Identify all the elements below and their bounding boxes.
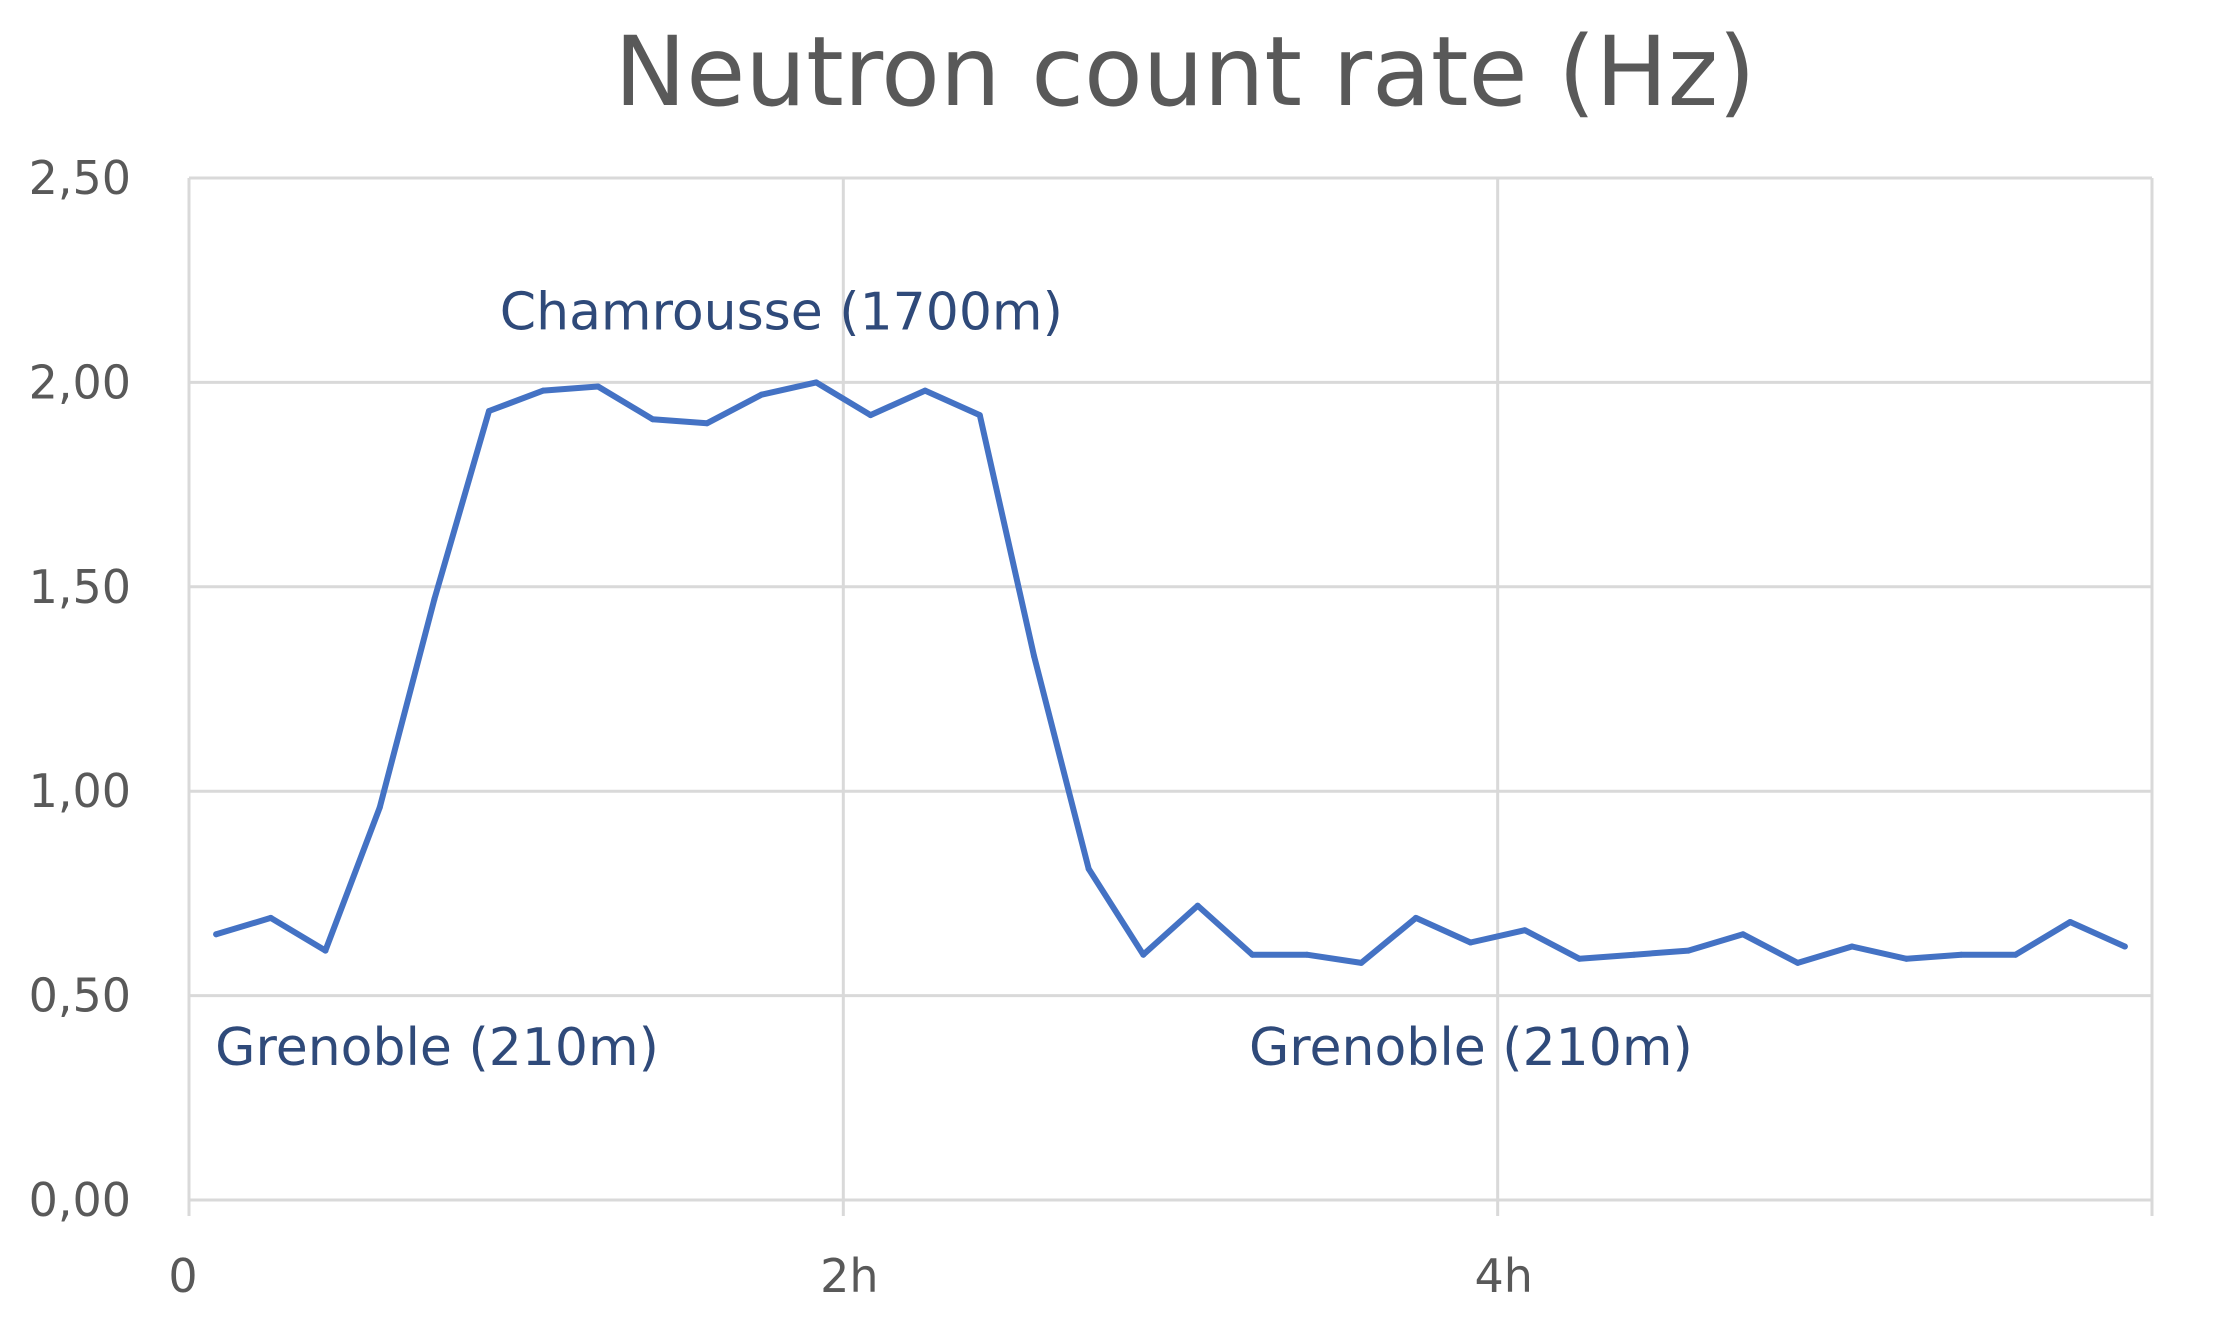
data-point bbox=[813, 379, 820, 386]
data-point bbox=[1085, 865, 1092, 872]
data-point bbox=[540, 387, 547, 394]
data-point bbox=[703, 420, 710, 427]
data-point bbox=[376, 804, 383, 811]
annotations: Chamrousse (1700m) Grenoble (210m) Grenobl… bbox=[215, 282, 1693, 1078]
data-point bbox=[1848, 943, 1855, 950]
x-tick-label: 2h bbox=[820, 1249, 878, 1303]
data-point bbox=[1794, 959, 1801, 966]
tick-labels: 0,00 0,50 1,00 1,50 2,00 2,50 0 2h 4h bbox=[29, 151, 1533, 1303]
data-point bbox=[1740, 931, 1747, 938]
data-point bbox=[1467, 939, 1474, 946]
x-tick-label: 4h bbox=[1474, 1249, 1532, 1303]
y-tick-label: 1,00 bbox=[29, 764, 131, 818]
data-point bbox=[922, 387, 929, 394]
data-point bbox=[1249, 951, 1256, 958]
x-tick-label: 0 bbox=[168, 1249, 197, 1303]
data-point bbox=[322, 947, 329, 954]
y-tick-label: 2,50 bbox=[29, 151, 131, 205]
data-point bbox=[1303, 951, 1310, 958]
grid-layer bbox=[187, 176, 2154, 1216]
data-point bbox=[213, 931, 220, 938]
data-point bbox=[1903, 955, 1910, 962]
y-tick-label: 2,00 bbox=[29, 355, 131, 409]
data-point bbox=[594, 383, 601, 390]
annotation-label: Grenoble (210m) bbox=[1249, 1018, 1693, 1078]
data-point bbox=[1140, 951, 1147, 958]
data-point bbox=[1958, 951, 1965, 958]
data-point bbox=[2012, 951, 2019, 958]
data-point bbox=[1412, 914, 1419, 921]
annotation-label: Grenoble (210m) bbox=[215, 1018, 659, 1078]
data-point bbox=[267, 914, 274, 921]
data-point bbox=[1685, 947, 1692, 954]
data-point bbox=[867, 412, 874, 419]
data-point bbox=[486, 408, 493, 415]
chart-title: Neutron count rate (Hz) bbox=[614, 16, 1755, 128]
data-point bbox=[1031, 653, 1038, 660]
data-point bbox=[1358, 959, 1365, 966]
y-tick-label: 0,00 bbox=[29, 1173, 131, 1227]
data-point bbox=[1576, 955, 1583, 962]
data-point bbox=[758, 391, 765, 398]
data-point bbox=[2121, 943, 2128, 950]
data-point bbox=[1631, 951, 1638, 958]
data-point bbox=[2067, 919, 2074, 926]
series-line-0 bbox=[213, 379, 2128, 966]
data-point bbox=[431, 596, 438, 603]
data-point bbox=[649, 416, 656, 423]
data-point bbox=[1194, 902, 1201, 909]
y-tick-label: 1,50 bbox=[29, 560, 131, 614]
data-point bbox=[976, 412, 983, 419]
series-layer bbox=[213, 379, 2128, 966]
data-point bbox=[1521, 927, 1528, 934]
y-tick-label: 0,50 bbox=[29, 969, 131, 1023]
annotation-label: Chamrousse (1700m) bbox=[500, 282, 1063, 342]
